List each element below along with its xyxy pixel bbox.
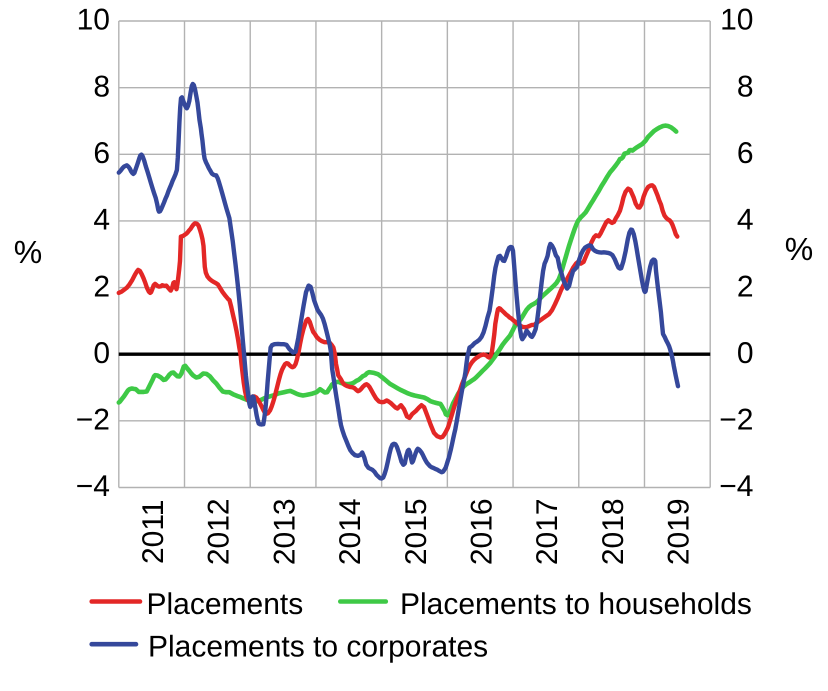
svg-text:10: 10 (77, 4, 110, 37)
svg-text:−4: −4 (719, 470, 753, 503)
svg-text:2012: 2012 (203, 498, 236, 565)
svg-text:2014: 2014 (334, 498, 367, 565)
svg-text:−2: −2 (76, 404, 110, 437)
svg-text:8: 8 (737, 70, 754, 103)
svg-text:8: 8 (93, 70, 110, 103)
svg-text:0: 0 (93, 337, 110, 370)
svg-text:6: 6 (737, 137, 754, 170)
svg-text:2013: 2013 (268, 498, 301, 565)
svg-text:2019: 2019 (663, 498, 696, 565)
svg-text:2: 2 (737, 270, 754, 303)
svg-text:2018: 2018 (597, 498, 630, 565)
svg-text:Placements to households: Placements to households (400, 588, 752, 621)
svg-text:−2: −2 (719, 404, 753, 437)
svg-text:6: 6 (93, 137, 110, 170)
svg-text:%: % (14, 234, 42, 270)
svg-text:4: 4 (93, 204, 110, 237)
svg-text:2016: 2016 (466, 498, 499, 565)
svg-text:4: 4 (737, 204, 754, 237)
svg-text:%: % (785, 231, 813, 267)
svg-text:Placements to corporates: Placements to corporates (148, 631, 488, 664)
svg-text:2017: 2017 (531, 498, 564, 565)
svg-text:2015: 2015 (400, 498, 433, 565)
svg-text:10: 10 (720, 4, 753, 37)
svg-text:2011: 2011 (137, 500, 170, 565)
svg-text:2: 2 (93, 270, 110, 303)
svg-text:Placements: Placements (147, 588, 304, 621)
svg-text:0: 0 (737, 337, 754, 370)
svg-text:−4: −4 (76, 470, 110, 503)
